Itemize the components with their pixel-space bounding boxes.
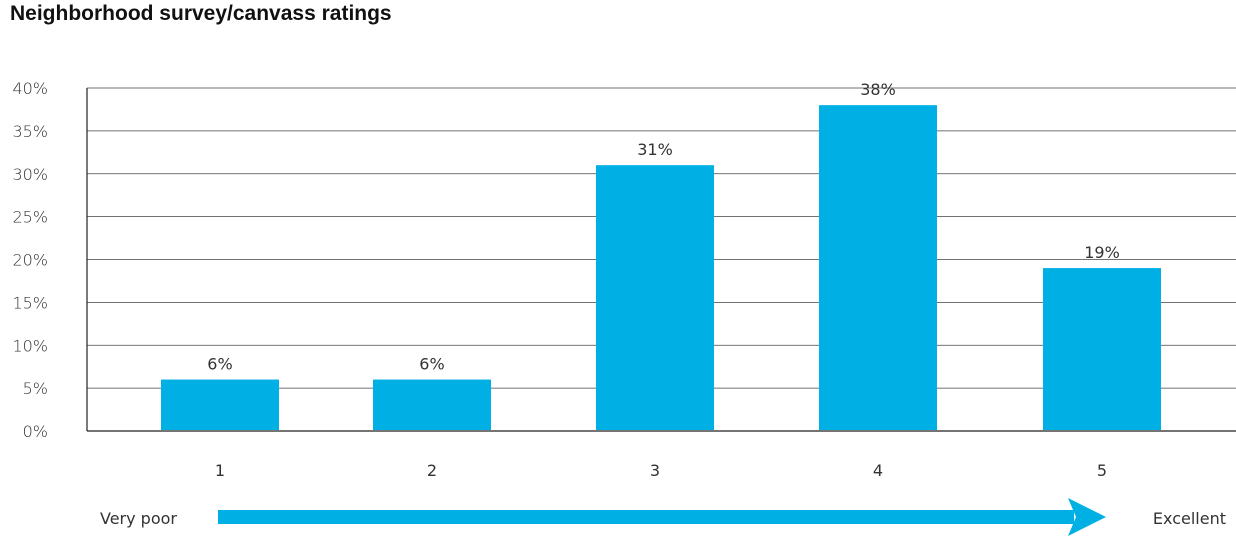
- scale-arrow-icon: [218, 498, 1106, 536]
- x-tick-label: 3: [650, 461, 660, 480]
- y-tick-label: 0%: [23, 422, 48, 441]
- y-tick-label: 10%: [12, 336, 48, 355]
- scale-high-label: Excellent: [1153, 509, 1226, 528]
- x-tick-label: 1: [215, 461, 225, 480]
- bar-5: [1043, 268, 1161, 430]
- x-tick-label: 2: [427, 461, 437, 480]
- arrow-shaft: [218, 510, 1074, 524]
- bar-4: [819, 105, 937, 431]
- y-tick-label: 40%: [12, 79, 48, 98]
- x-tick-label: 5: [1097, 461, 1107, 480]
- x-axis-ticks: 1 2 3 4 5: [215, 461, 1107, 480]
- y-axis-ticks: 0% 5% 10% 15% 20% 25% 30% 35% 40%: [12, 79, 48, 441]
- y-tick-label: 35%: [12, 122, 48, 141]
- chart-title: Neighborhood survey/canvass ratings: [10, 2, 392, 25]
- bar-1: [161, 379, 279, 430]
- y-tick-label: 30%: [12, 165, 48, 184]
- data-label: 38%: [860, 80, 896, 99]
- y-tick-label: 20%: [12, 251, 48, 270]
- data-label: 6%: [419, 355, 444, 374]
- y-tick-label: 25%: [12, 208, 48, 227]
- bar-3: [596, 165, 714, 431]
- bars: [161, 105, 1161, 431]
- x-tick-label: 4: [873, 461, 883, 480]
- data-labels: 6% 6% 31% 38% 19%: [207, 80, 1119, 373]
- data-label: 6%: [207, 355, 232, 374]
- bar-2: [373, 379, 491, 430]
- arrow-head: [1068, 498, 1106, 536]
- data-label: 19%: [1084, 243, 1120, 262]
- y-tick-label: 15%: [12, 293, 48, 312]
- scale-low-label: Very poor: [100, 509, 177, 528]
- y-tick-label: 5%: [23, 379, 48, 398]
- data-label: 31%: [637, 140, 673, 159]
